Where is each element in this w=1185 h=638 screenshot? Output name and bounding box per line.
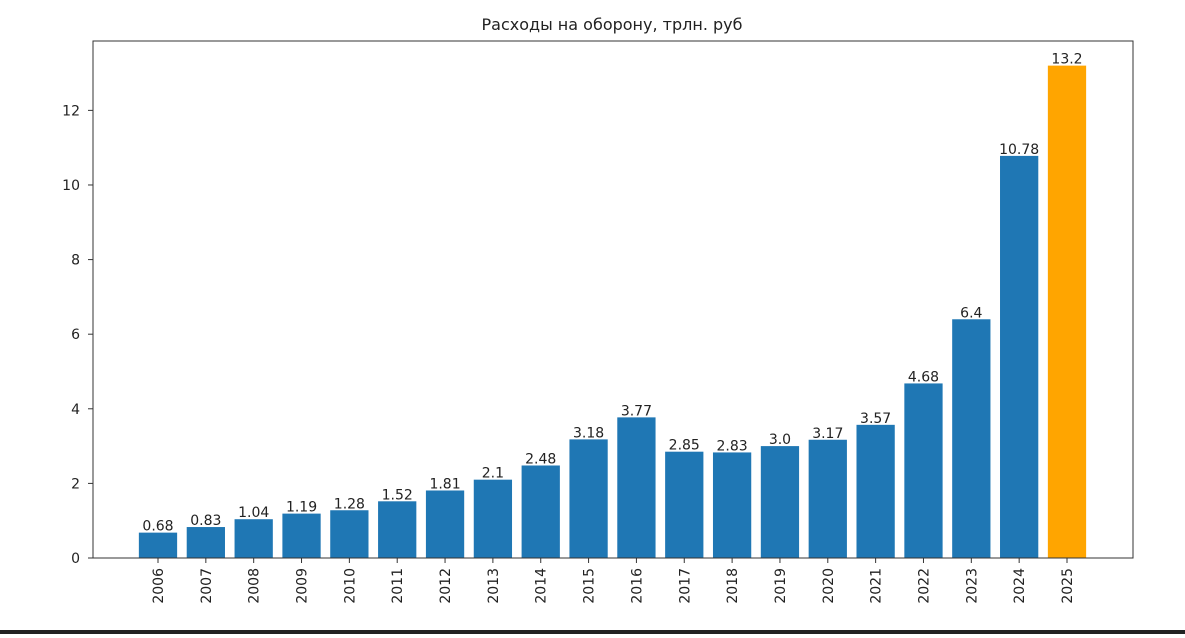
y-tick-label-2: 2: [71, 476, 80, 492]
x-tick-label-2020: 2020: [821, 568, 837, 604]
bar-2006: [138, 532, 178, 558]
x-tick-label-2015: 2015: [582, 568, 598, 604]
plot-frame: [92, 40, 1134, 559]
value-label-2013: 2.1: [482, 466, 504, 482]
value-label-2021: 3.57: [860, 411, 891, 427]
value-label-2011: 1.52: [382, 487, 413, 503]
x-tick-label-2013: 2013: [486, 568, 502, 604]
bar-2007: [186, 527, 225, 558]
y-tick-label-0: 0: [71, 551, 80, 567]
bar-2022: [904, 383, 943, 558]
y-tick-label-12: 12: [62, 103, 80, 119]
value-label-2010: 1.28: [334, 496, 365, 512]
x-tick-label-2021: 2021: [869, 568, 885, 604]
value-label-2022: 4.68: [908, 369, 939, 385]
value-label-2020: 3.17: [812, 426, 843, 442]
value-label-2012: 1.81: [429, 476, 460, 492]
bar-2019: [760, 446, 800, 558]
x-tick-label-2022: 2022: [916, 568, 932, 604]
value-label-2006: 0.68: [142, 519, 173, 535]
bar-2023: [952, 319, 991, 558]
bar-2010: [330, 510, 369, 558]
x-tick-label-2008: 2008: [247, 568, 263, 604]
x-tick-label-2016: 2016: [629, 568, 645, 604]
bar-2018: [712, 452, 752, 558]
x-tick-label-2019: 2019: [773, 568, 789, 604]
x-tick-label-2018: 2018: [725, 568, 741, 604]
bar-2020: [808, 439, 847, 558]
bar-2011: [378, 501, 417, 558]
x-tick-label-2024: 2024: [1012, 568, 1028, 604]
bar-2017: [665, 451, 704, 558]
x-tick-label-2010: 2010: [342, 568, 358, 604]
x-tick-label-2012: 2012: [438, 568, 454, 604]
value-label-2023: 6.4: [960, 305, 982, 321]
value-label-2015: 3.18: [573, 425, 604, 441]
y-tick-label-6: 6: [71, 327, 80, 343]
value-label-2008: 1.04: [238, 505, 269, 521]
bar-2014: [521, 465, 560, 558]
bottom-divider: [0, 630, 1185, 634]
bar-2021: [856, 424, 895, 558]
y-axis: 0 2 4 6 8 10 12: [62, 103, 93, 567]
bar-2013: [473, 479, 513, 558]
bar-2016: [617, 417, 656, 558]
value-label-2025: 13.2: [1051, 52, 1082, 68]
bar-2015: [569, 439, 608, 558]
value-label-2017: 2.85: [669, 438, 700, 454]
x-tick-label-2025: 2025: [1060, 568, 1076, 604]
y-tick-label-10: 10: [62, 178, 80, 194]
x-tick-label-2007: 2007: [199, 568, 215, 604]
value-label-2018: 2.83: [717, 438, 748, 454]
x-tick-label-2023: 2023: [964, 568, 980, 604]
x-tick-label-2009: 2009: [295, 568, 311, 604]
x-tick-label-2011: 2011: [390, 568, 406, 604]
x-axis: 2006 2007 2008 2009 2010 2011 2012 2013 2014 2015…: [151, 558, 1076, 604]
bars-layer: [138, 65, 1087, 559]
bar-2009: [282, 513, 321, 558]
value-label-2014: 2.48: [525, 451, 556, 467]
bar-2012: [425, 490, 465, 558]
x-tick-label-2014: 2014: [534, 568, 550, 604]
value-label-2007: 0.83: [190, 513, 221, 529]
value-labels-layer: 0.68 0.83 1.04 1.19 1.28 1.52 1.81 2.1 2.48 3.18 3…: [142, 52, 1082, 535]
bar-2008: [234, 519, 273, 558]
y-tick-label-4: 4: [71, 402, 80, 418]
value-label-2024: 10.78: [999, 142, 1039, 158]
x-tick-label-2017: 2017: [677, 568, 693, 604]
value-label-2009: 1.19: [286, 500, 317, 516]
bar-2024: [1000, 155, 1039, 558]
value-label-2016: 3.77: [621, 403, 652, 419]
value-label-2019: 3.0: [769, 432, 791, 448]
x-tick-label-2006: 2006: [151, 568, 167, 604]
bar-2025: [1047, 65, 1087, 559]
chart-title: Расходы на оборону, трлн. руб: [482, 15, 743, 34]
y-tick-label-8: 8: [71, 253, 80, 269]
